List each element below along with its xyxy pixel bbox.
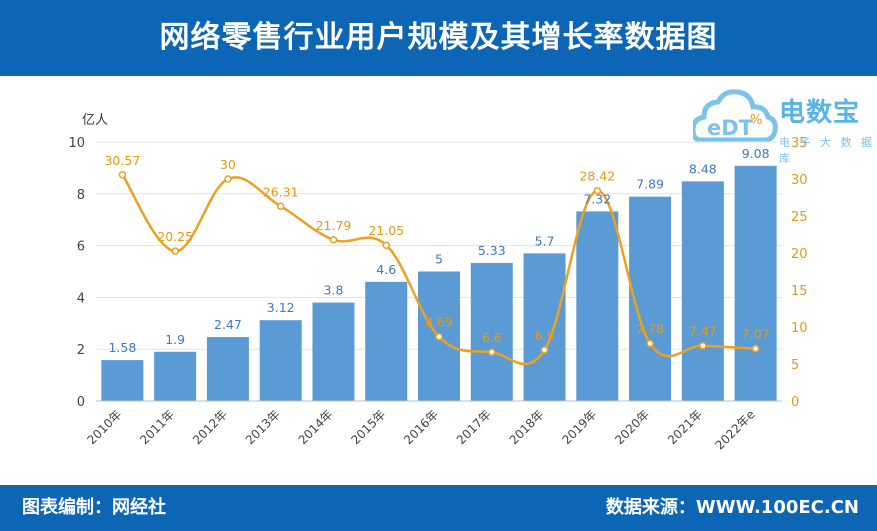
x-tick-label: 2015年	[348, 407, 388, 447]
logo-mark: eDT	[707, 116, 754, 140]
chart-area: 亿人 % 0 2 4 6 8 10 0 5 10 15 20 25 30 35 2010年 2011年 2012…	[68, 113, 808, 452]
line-point	[329, 236, 338, 244]
line-point	[593, 186, 602, 195]
line-data-label: 26.31	[263, 184, 299, 199]
y-tick-label: 0	[77, 395, 85, 410]
line-data-label: 7.47	[689, 324, 717, 339]
logo-text: 电数宝	[779, 98, 861, 128]
bar-data-label: 5.7	[535, 233, 555, 248]
bar	[470, 262, 513, 401]
x-tick-label: 2013年	[243, 407, 283, 447]
x-tick-label: 2019年	[559, 407, 599, 447]
y-tick-label: 10	[68, 136, 85, 151]
y2-tick-label: 5	[791, 358, 799, 373]
bar-data-label: 3.8	[324, 283, 344, 298]
line-point	[171, 247, 179, 255]
y2-tick-label: 30	[791, 173, 808, 188]
logo-subtext: 电 子 大 数 据 库	[779, 136, 875, 165]
line-point	[435, 332, 443, 341]
line-data-label: 7.78	[636, 321, 664, 336]
line-point	[276, 202, 285, 211]
x-tick-label: 2018年	[507, 407, 547, 447]
x-tick-label: 2017年	[454, 407, 494, 447]
line-point	[382, 241, 390, 249]
footer-bar: 图表编制：网经社 数据来源：WWW.100EC.CN	[0, 485, 877, 531]
bar-data-label: 2.47	[214, 317, 242, 332]
bar	[259, 320, 302, 401]
y2-tick-label: 15	[791, 284, 808, 299]
x-tick-label: 2012年	[190, 407, 230, 447]
line-data-label: 21.79	[316, 218, 352, 233]
line-point	[646, 339, 654, 348]
bar	[365, 281, 408, 401]
bar	[523, 253, 566, 401]
cloud-logo-icon: eDT	[693, 89, 778, 143]
bar	[629, 196, 672, 401]
header-bar	[0, 0, 877, 76]
bar	[101, 360, 144, 401]
bar-data-label: 1.58	[108, 340, 136, 355]
line-data-label: 30.57	[104, 153, 140, 168]
bar	[576, 211, 619, 401]
y2-tick-label: 10	[791, 321, 808, 336]
y2-tick-label: 20	[791, 247, 808, 262]
line-point	[224, 175, 232, 183]
y-tick-label: 2	[77, 343, 85, 358]
line-data-label: 20.25	[157, 229, 193, 244]
line-data-label: 21.05	[368, 223, 404, 238]
line-data-label: 7.07	[742, 327, 770, 342]
y-tick-label: 8	[77, 188, 85, 203]
line-data-label: 6.6	[482, 330, 502, 345]
x-tick-label: 2022年e	[713, 407, 758, 452]
bar-data-label: 1.9	[165, 332, 185, 347]
y-tick-label: 6	[77, 240, 85, 255]
line-data-label: 30	[220, 157, 236, 172]
bar-data-label: 5.33	[478, 243, 506, 258]
y2-tick-label: 0	[791, 395, 799, 410]
chart-credit: 图表编制：网经社	[22, 497, 166, 518]
bar	[681, 181, 724, 401]
x-tick-label: 2011年	[137, 407, 177, 447]
line-point	[488, 348, 496, 356]
x-tick-label: 2021年	[665, 407, 705, 447]
bar-data-label: 7.32	[583, 191, 611, 206]
bar-data-label: 7.89	[636, 177, 664, 192]
y2-axis-label: %	[750, 113, 762, 128]
y2-tick-label: 35	[791, 136, 808, 151]
x-tick-label: 2020年	[612, 407, 652, 447]
line-data-label: 8.69	[425, 315, 453, 330]
y2-tick-label: 25	[791, 210, 808, 225]
line-point	[751, 344, 760, 353]
bar-data-label: 3.12	[267, 300, 295, 315]
chart-title: 网络零售行业用户规模及其增长率数据图	[159, 20, 718, 55]
line-point	[540, 346, 549, 354]
bar-data-label: 5	[435, 252, 443, 267]
x-tick-label: 2014年	[296, 407, 336, 447]
bar	[154, 351, 197, 401]
bar	[734, 165, 777, 401]
x-tick-label: 2016年	[401, 407, 441, 447]
line-data-label: 28.42	[579, 169, 615, 184]
line-data-label: 6.9	[535, 328, 555, 343]
data-source: 数据来源：WWW.100EC.CN	[605, 497, 859, 518]
y-tick-label: 4	[77, 291, 85, 306]
line-point	[118, 171, 127, 179]
bar	[206, 337, 249, 401]
x-tick-label: 2010年	[85, 407, 125, 447]
bar-data-label: 9.08	[742, 146, 770, 161]
line-point	[699, 341, 707, 350]
bar-data-label: 4.6	[376, 262, 396, 277]
y-axis-label: 亿人	[82, 113, 108, 128]
bar	[312, 302, 355, 401]
bar-data-label: 8.48	[689, 161, 717, 176]
